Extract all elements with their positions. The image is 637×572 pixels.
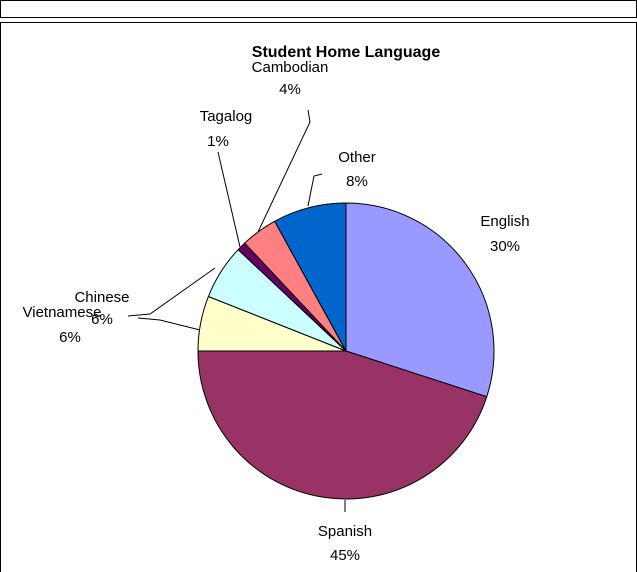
slice-label: Tagalog <box>200 108 253 125</box>
slice-label: Other <box>338 149 376 166</box>
leader-line <box>307 173 323 207</box>
slice-label: English <box>480 213 529 230</box>
pie-slice <box>345 202 495 398</box>
pie-slice <box>197 350 488 500</box>
pie-slice <box>274 202 347 352</box>
slice-label: Spanish <box>318 523 372 540</box>
slice-value-label: 6% <box>59 329 81 346</box>
slice-value-label: 6% <box>91 311 113 328</box>
leader-line <box>137 317 201 331</box>
slice-label: Vietnamese <box>23 304 102 321</box>
slice-label: Cambodian <box>252 59 329 76</box>
slice-value-label: 8% <box>346 173 368 190</box>
slice-value-label: 30% <box>490 238 520 255</box>
chart-title: Student Home Language <box>252 44 441 61</box>
leader-line <box>257 109 311 233</box>
slice-value-label: 1% <box>207 133 229 150</box>
leader-line <box>127 267 216 317</box>
slice-value-label: 45% <box>330 547 360 564</box>
top-frame <box>0 0 637 18</box>
slice-value-label: 4% <box>279 81 301 98</box>
leader-line <box>217 151 241 248</box>
slice-label: Chinese <box>74 289 129 306</box>
slices <box>197 202 495 500</box>
